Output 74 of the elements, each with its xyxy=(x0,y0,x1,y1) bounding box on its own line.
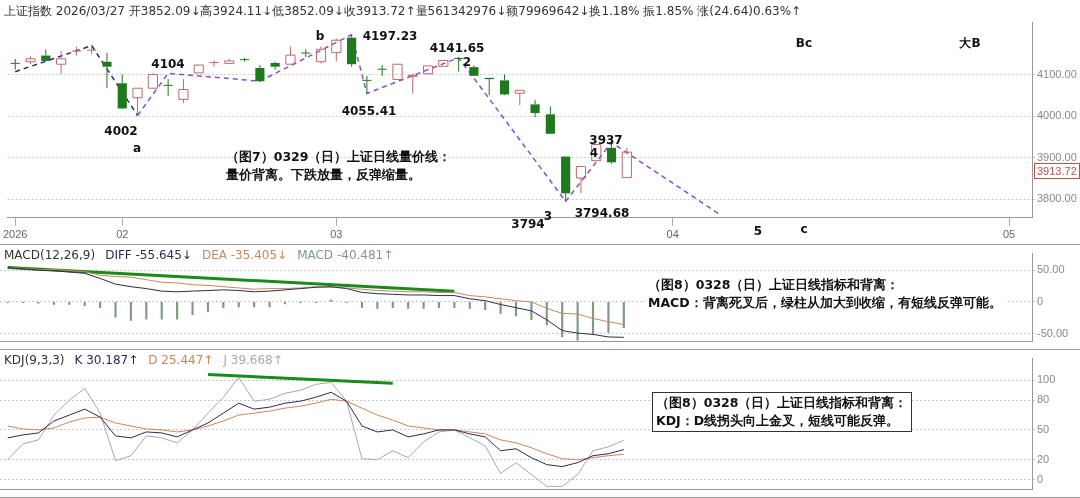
chart-title: MACD(12,26,9) xyxy=(4,248,96,262)
candlestick xyxy=(102,52,112,89)
annotation: MACD：背离死叉后，绿柱从加大到收缩，有短线反弹可能。 xyxy=(648,294,1002,312)
annotation: 3 xyxy=(543,209,553,223)
annotation: 4002 xyxy=(104,124,138,138)
text: D 25.447↑ xyxy=(148,353,214,367)
y-tick-label: 0 xyxy=(1037,294,1044,307)
candlestick xyxy=(347,34,357,68)
candlestick xyxy=(10,58,21,71)
annotation: 3794.68 xyxy=(574,206,630,220)
y-tick-label: -50.00 xyxy=(1037,326,1069,339)
candlestick xyxy=(361,75,372,94)
candlestick xyxy=(575,165,587,194)
annotation: 4141.65 xyxy=(429,41,485,55)
x-tick-label: 05 xyxy=(1002,228,1016,241)
candlestick xyxy=(469,64,479,76)
y-tick-label: 50.00 xyxy=(1037,263,1065,276)
text: K 30.187↑ xyxy=(74,353,139,367)
series-label: DIFF -55.645↓ xyxy=(105,248,192,262)
annotation: 3937 xyxy=(589,133,623,147)
annotation: （图7）0329（日）上证日线量价线： xyxy=(226,149,452,164)
candlestick xyxy=(255,64,265,82)
series-label: J 39.668↑ xyxy=(223,353,283,367)
text: 3913.72 xyxy=(1034,163,1080,179)
annotation: 3794 xyxy=(511,217,545,231)
candlestick xyxy=(56,50,67,75)
annotation: b xyxy=(315,29,325,43)
text: c xyxy=(800,222,808,236)
y-tick-label: 20 xyxy=(1037,452,1050,465)
annotation: （图8）0328（日）上证日线指标和背离： xyxy=(648,276,901,294)
annotation: 4055.41 xyxy=(341,104,397,118)
y-tick-label: 50 xyxy=(1037,422,1050,435)
annotation: （图8）0328（日）上证日线指标和背离： xyxy=(656,394,908,412)
candlestick xyxy=(377,64,388,77)
y-tick-label: 4100.00 xyxy=(1037,68,1077,81)
candlestick xyxy=(163,78,174,97)
annotation: 大B xyxy=(959,36,981,50)
annotation: KDJ：D线拐头向上金叉，短线可能反弹。 xyxy=(656,412,901,430)
text: MACD -40.481↑ xyxy=(297,248,394,262)
y-tick-label: 100 xyxy=(1037,373,1056,386)
candlestick xyxy=(561,156,571,202)
candlestick xyxy=(270,62,280,71)
y-tick-label: 0 xyxy=(1037,472,1044,485)
annotation: 4 xyxy=(589,146,599,160)
y-tick-label: 4000.00 xyxy=(1037,109,1077,122)
y-tick-label: 3900.00 xyxy=(1037,150,1077,163)
candlestick xyxy=(453,57,464,73)
x-tick-label: 2026 xyxy=(2,228,28,241)
x-tick-label: 02 xyxy=(116,228,129,241)
series-label: DEA -35.405↓ xyxy=(201,248,288,262)
candlestick xyxy=(208,60,220,68)
annotation: 量价背离。下跌放量，反弹缩量。 xyxy=(226,167,421,182)
candlestick xyxy=(407,73,418,94)
candlestick xyxy=(331,38,342,62)
candlestick xyxy=(132,87,143,117)
annotation: 4197.23 xyxy=(362,29,418,43)
candlestick xyxy=(147,74,158,89)
candlestick xyxy=(530,99,540,118)
text: 5 xyxy=(753,224,763,238)
chart-title: 上证指数 2026/03/27 开3852.09↓高3924.11↓低3852.09↓收3913.72↑量561342976↓额79969642↓换1.18% 振1.85% 涨(24.64)0.63%↑ xyxy=(4,4,802,18)
candlestick xyxy=(514,89,525,106)
y-tick-label: 80 xyxy=(1037,393,1050,406)
candlestick xyxy=(315,45,327,64)
candlestick xyxy=(178,78,189,104)
annotation: Bc xyxy=(795,36,813,50)
annotation: 2 xyxy=(462,55,472,69)
x-tick-label: 03 xyxy=(330,228,343,241)
candlestick xyxy=(545,105,555,134)
y-tick-label: 3800.00 xyxy=(1037,192,1077,205)
x-tick-label: 04 xyxy=(666,228,679,241)
annotation: a xyxy=(132,141,142,155)
candlestick xyxy=(41,48,51,61)
annotation: 4104 xyxy=(151,57,185,71)
chart-title: KDJ(9,3,3) xyxy=(4,353,65,367)
